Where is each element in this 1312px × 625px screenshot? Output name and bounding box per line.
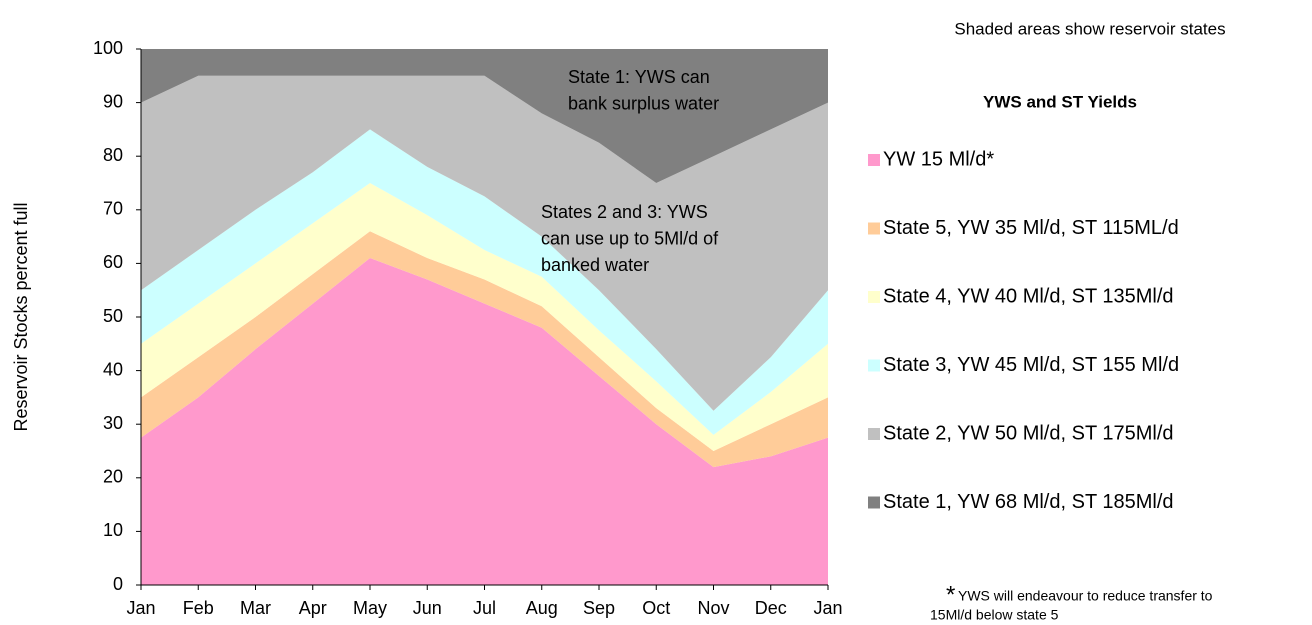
y-tick-label: 80: [103, 145, 123, 165]
area: [141, 183, 828, 451]
x-tick-label: Apr: [299, 598, 327, 618]
legend-label: State 1, YW 68 Ml/d, ST 185Ml/d: [883, 491, 1174, 513]
legend-label: State 3, YW 45 Ml/d, ST 155 Ml/d: [883, 354, 1179, 376]
annotation: can use up to 5Ml/d of: [541, 228, 719, 248]
legend-swatch: [868, 496, 880, 509]
annotation: banked water: [541, 255, 649, 275]
x-tick-label: Nov: [697, 598, 729, 618]
y-tick-label: 60: [103, 252, 123, 272]
y-tick-label: 0: [113, 574, 123, 594]
area: [141, 129, 828, 435]
y-axis-label: Reservoir Stocks percent full: [11, 202, 31, 431]
area: [141, 258, 828, 585]
y-tick-label: 100: [93, 38, 123, 58]
x-tick-label: Jun: [413, 598, 442, 618]
x-tick-label: May: [353, 598, 387, 618]
annotation: bank surplus water: [568, 93, 719, 113]
x-tick-label: Jul: [473, 598, 496, 618]
annotation: States 2 and 3: YWS: [541, 202, 708, 222]
footnote-mark: *: [946, 581, 955, 608]
legend-swatch: [868, 291, 880, 303]
y-tick-label: 90: [103, 91, 123, 111]
area: [141, 49, 828, 183]
legend-swatch: [868, 154, 880, 166]
x-tick-label: Feb: [183, 598, 214, 618]
y-tick-label: 10: [103, 520, 123, 540]
footnote: YWS will endeavour to reduce transfer to: [958, 588, 1213, 604]
x-tick-label: Jan: [126, 598, 155, 618]
y-tick-label: 30: [103, 413, 123, 433]
y-tick-label: 70: [103, 199, 123, 219]
legend-label: YW 15 Ml/d*: [883, 148, 994, 170]
legend-label: State 4, YW 40 Ml/d, ST 135Ml/d: [883, 285, 1174, 307]
legend-label: State 2, YW 50 Ml/d, ST 175Ml/d: [883, 422, 1174, 444]
y-tick-label: 50: [103, 306, 123, 326]
legend-label: State 5, YW 35 Ml/d, ST 115ML/d: [883, 217, 1179, 239]
legend-swatch: [868, 222, 880, 235]
annotation: State 1: YWS can: [568, 67, 710, 87]
legend-swatch: [868, 359, 880, 372]
footnote: 15Ml/d below state 5: [930, 607, 1059, 623]
area: [141, 75, 828, 411]
header: Shaded areas show reservoir states: [954, 19, 1225, 38]
x-tick-label: Jan: [813, 598, 842, 618]
x-tick-label: Mar: [240, 598, 271, 618]
x-tick-label: Oct: [642, 598, 670, 618]
y-tick-label: 20: [103, 467, 123, 487]
legend-title: YWS and ST Yields: [983, 92, 1137, 111]
x-tick-label: Aug: [526, 598, 558, 618]
legend-swatch: [868, 428, 880, 440]
x-tick-label: Sep: [583, 598, 615, 618]
x-tick-label: Dec: [755, 598, 787, 618]
y-tick-label: 40: [103, 359, 123, 379]
